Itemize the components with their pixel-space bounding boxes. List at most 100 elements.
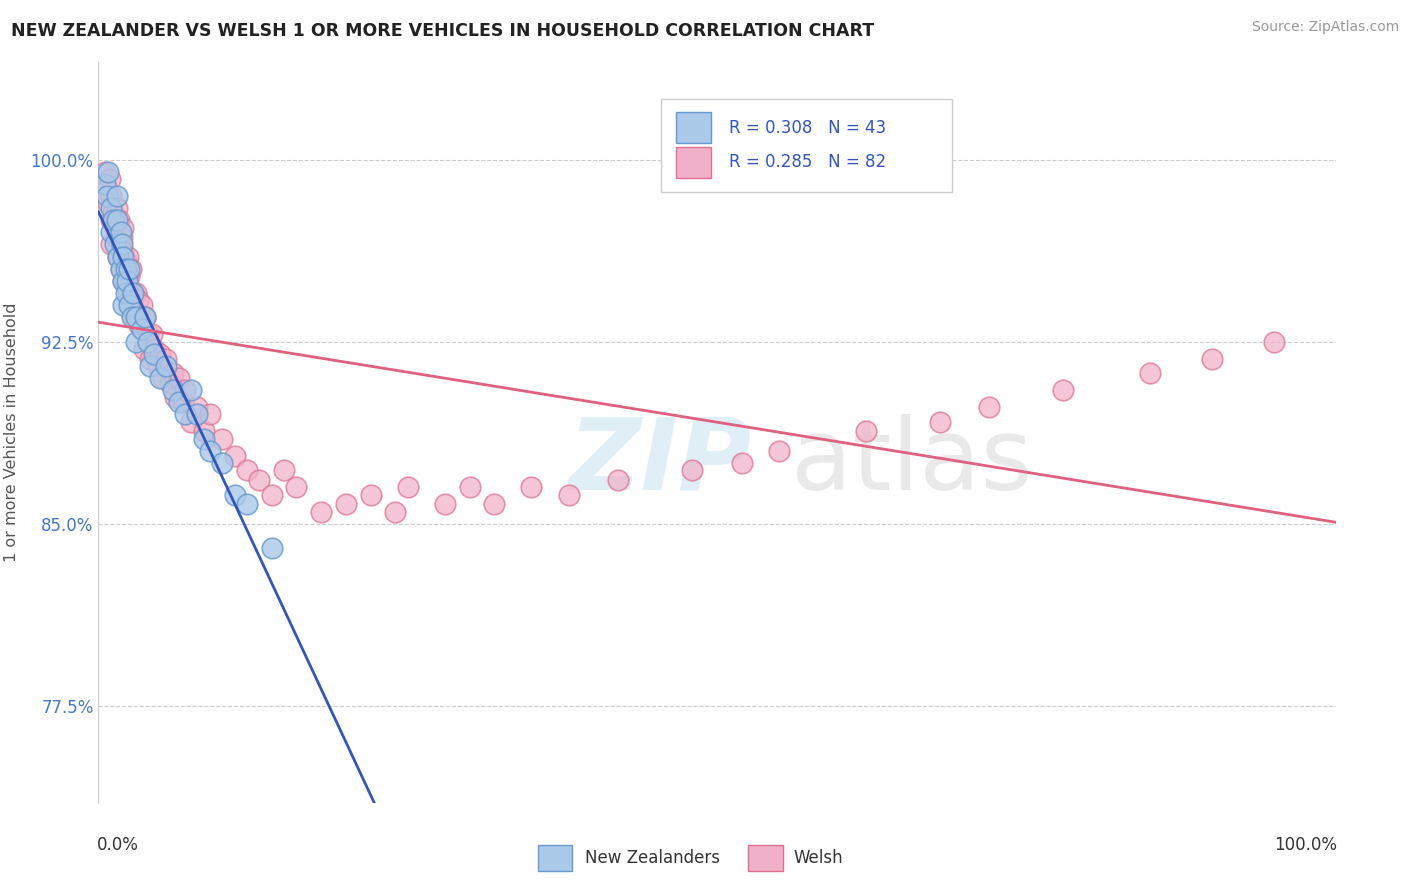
Point [152, 371, 174, 385]
Bar [676, 112, 711, 143]
Point [112, 244, 135, 259]
Point [131, 322, 153, 336]
Point [174, 408, 197, 422]
Point [396, 480, 419, 494]
Point [124, 310, 146, 325]
Point [122, 310, 145, 325]
Point [273, 463, 295, 477]
Text: R = 0.308   N = 43: R = 0.308 N = 43 [730, 119, 887, 136]
Point [193, 425, 215, 439]
Point [97, 164, 120, 178]
Point [928, 415, 950, 429]
Point [105, 189, 128, 203]
Point [520, 480, 543, 494]
Point [96, 189, 118, 203]
Text: atlas: atlas [792, 414, 1033, 511]
Point [141, 327, 163, 342]
Point [162, 366, 184, 380]
Point [855, 425, 877, 439]
Point [112, 250, 135, 264]
Point [146, 359, 169, 373]
Text: Source: ZipAtlas.com: Source: ZipAtlas.com [1251, 20, 1399, 34]
Y-axis label: 1 or more Vehicles in Household: 1 or more Vehicles in Household [4, 303, 20, 562]
Point [167, 371, 190, 385]
Bar [676, 147, 711, 178]
Point [172, 395, 194, 409]
Point [112, 274, 135, 288]
Point [433, 497, 456, 511]
Point [93, 164, 115, 178]
Point [122, 286, 145, 301]
Point [100, 225, 122, 239]
Point [285, 480, 308, 494]
Point [122, 286, 145, 301]
Point [114, 254, 136, 268]
Point [117, 250, 139, 264]
Point [107, 250, 129, 264]
Point [186, 408, 208, 422]
Point [211, 456, 233, 470]
Point [114, 261, 136, 276]
Point [384, 504, 406, 518]
Point [1201, 351, 1223, 366]
Text: 100.0%: 100.0% [1274, 836, 1337, 855]
Point [136, 334, 159, 349]
Point [155, 359, 177, 373]
Point [97, 196, 120, 211]
Point [110, 225, 132, 239]
Point [118, 261, 141, 276]
Point [110, 261, 132, 276]
Point [979, 400, 1001, 414]
Point [100, 237, 122, 252]
Point [111, 230, 134, 244]
Text: ZIP: ZIP [568, 414, 752, 511]
Point [107, 250, 129, 264]
FancyBboxPatch shape [661, 99, 952, 192]
Point [224, 449, 246, 463]
Point [309, 504, 332, 518]
Point [105, 201, 128, 215]
Point [110, 237, 132, 252]
Point [112, 220, 135, 235]
Point [162, 383, 184, 397]
Point [1139, 366, 1161, 380]
Point [143, 342, 166, 356]
Point [186, 400, 208, 414]
Point [105, 225, 128, 239]
Point [124, 286, 146, 301]
Point [124, 310, 146, 325]
Point [155, 351, 177, 366]
Point [224, 487, 246, 501]
Point [167, 395, 190, 409]
Point [1263, 334, 1285, 349]
Point [484, 497, 506, 511]
Point [103, 206, 125, 220]
Point [118, 268, 141, 283]
Point [105, 213, 128, 227]
Point [100, 201, 122, 215]
Point [134, 310, 156, 325]
Point [768, 443, 790, 458]
Point [681, 463, 703, 477]
Point [114, 278, 136, 293]
Point [96, 182, 118, 196]
Point [93, 177, 115, 191]
Point [360, 487, 382, 501]
Point [136, 327, 159, 342]
Point [260, 541, 283, 555]
Point [103, 237, 125, 252]
Text: 0.0%: 0.0% [97, 836, 139, 855]
Point [139, 351, 162, 366]
Point [103, 213, 125, 227]
Point [131, 322, 153, 336]
Point [114, 286, 136, 301]
Point [118, 298, 141, 312]
Point [110, 261, 132, 276]
Point [149, 347, 172, 361]
Point [100, 189, 122, 203]
Point [335, 497, 357, 511]
Point [236, 497, 259, 511]
Point [260, 487, 283, 501]
Point [120, 261, 142, 276]
Point [198, 443, 221, 458]
